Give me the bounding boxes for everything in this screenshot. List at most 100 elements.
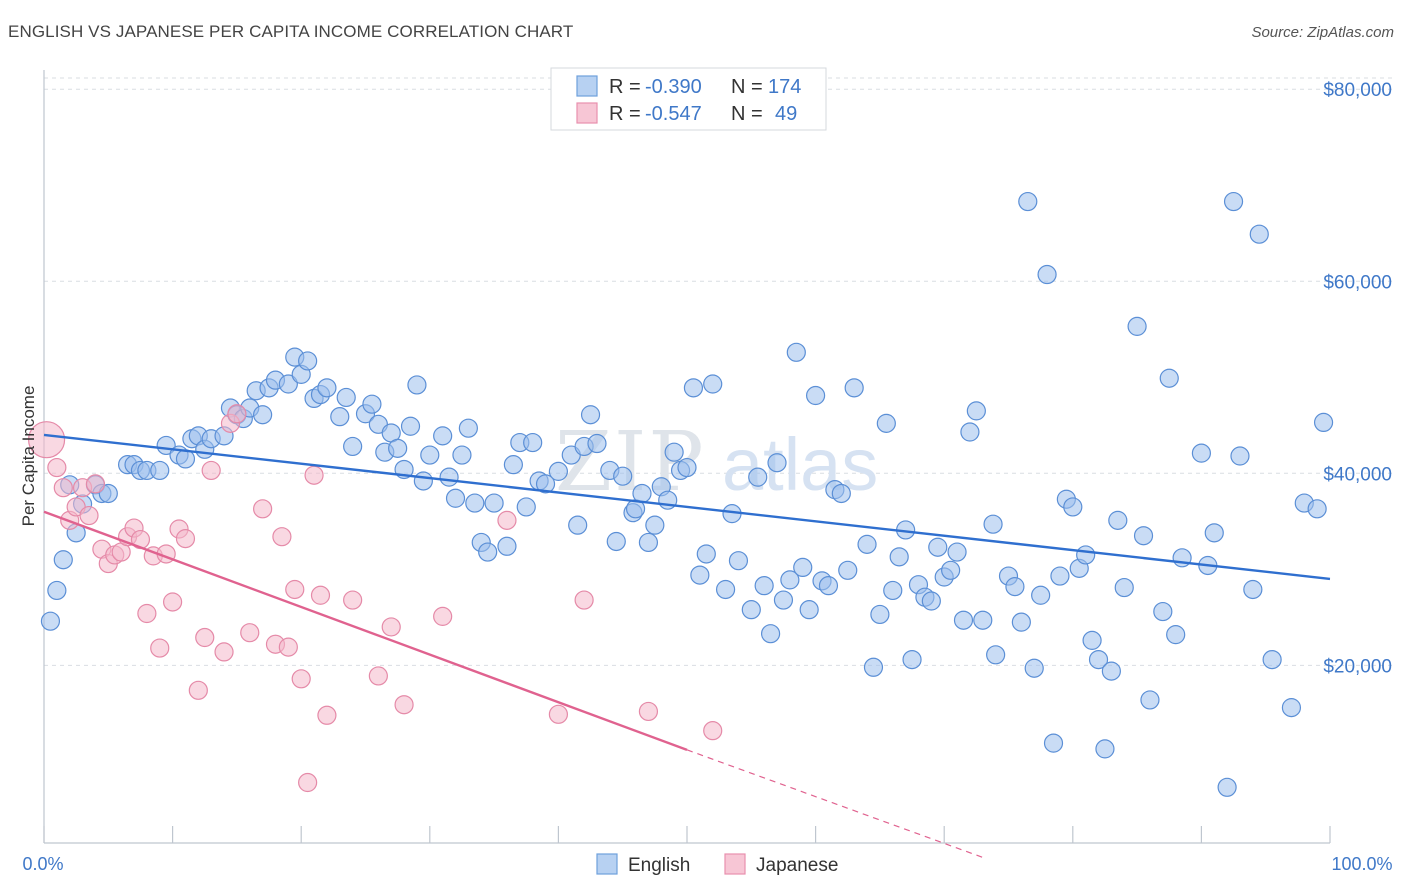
japanese-point: [227, 404, 247, 424]
english-point: [433, 426, 453, 446]
english-point: [452, 445, 472, 465]
english-point: [838, 560, 858, 580]
english-point: [1159, 368, 1179, 388]
english-point: [805, 385, 826, 406]
japanese-point: [285, 579, 305, 600]
watermark-atlas: atlas: [722, 423, 878, 506]
english-point: [1191, 443, 1212, 463]
english-point: [1313, 412, 1334, 433]
english-point: [1127, 316, 1147, 336]
english-point: [1108, 510, 1128, 530]
legend-n-label-1: N =: [731, 76, 763, 98]
japanese-trend-extension: [686, 749, 983, 858]
english-point: [870, 604, 890, 625]
japanese-point: [214, 642, 234, 662]
japanese-point: [574, 590, 594, 610]
japanese-point: [298, 772, 318, 793]
english-point: [748, 467, 768, 487]
english-point: [1043, 733, 1064, 753]
japanese-point: [201, 460, 221, 481]
english-point: [317, 378, 337, 398]
y-tick-label: $40,000: [1323, 464, 1392, 485]
english-point: [568, 515, 588, 535]
english-point: [1230, 446, 1250, 466]
english-point: [799, 600, 819, 620]
japanese-point: [27, 421, 66, 459]
english-point: [767, 453, 787, 473]
english-point: [1095, 739, 1115, 759]
english-point: [458, 418, 478, 438]
english-point: [40, 611, 61, 631]
english-point: [445, 488, 466, 508]
english-point: [1088, 649, 1109, 670]
english-point: [902, 649, 922, 670]
bottom-legend-japanese: Japanese: [756, 855, 838, 876]
english-point: [1153, 601, 1173, 622]
japanese-point: [497, 510, 517, 530]
english-point: [1101, 661, 1121, 681]
english-point: [889, 547, 909, 567]
legend-swatch-english: [576, 75, 598, 97]
english-point: [664, 442, 684, 462]
english-point: [420, 445, 440, 465]
english-point: [1050, 566, 1070, 586]
japanese-point: [47, 457, 67, 478]
english-point: [1037, 264, 1057, 285]
japanese-point: [548, 704, 569, 724]
english-point: [947, 542, 967, 562]
legend-r-label-2: R =: [609, 103, 641, 125]
y-tick-label: $20,000: [1323, 656, 1392, 677]
japanese-point: [310, 585, 331, 605]
english-point: [1243, 579, 1263, 600]
english-points: [40, 191, 1334, 797]
japanese-trend-line: [43, 510, 688, 751]
japanese-point: [368, 666, 388, 686]
english-point: [780, 570, 800, 590]
english-point: [548, 461, 569, 481]
legend: R = -0.390 N = 174 R = -0.547 N = 49: [550, 67, 827, 131]
english-point: [986, 645, 1006, 665]
english-point: [343, 436, 363, 457]
english-point: [1140, 690, 1160, 710]
english-point: [677, 457, 697, 478]
chart-title: ENGLISH VS JAPANESE PER CAPITA INCOME CO…: [8, 22, 574, 41]
japanese-point: [394, 695, 414, 715]
english-point: [1262, 649, 1282, 670]
japanese-point: [433, 606, 453, 626]
english-point: [1011, 612, 1031, 632]
english-point: [362, 394, 382, 414]
english-point: [941, 560, 961, 580]
english-point: [1307, 499, 1327, 519]
english-point: [580, 405, 601, 425]
legend-r-label-1: R =: [609, 76, 641, 98]
english-point: [1204, 523, 1224, 543]
watermark: ZIP atlas: [555, 415, 878, 510]
english-point: [645, 515, 665, 535]
english-point: [1166, 625, 1186, 645]
english-point: [818, 576, 839, 596]
legend-r-value-2: -0.547: [645, 103, 702, 125]
english-point: [754, 576, 774, 596]
english-point: [47, 580, 67, 601]
english-point: [1031, 585, 1051, 605]
english-point: [1076, 545, 1096, 565]
english-point: [831, 483, 851, 504]
gridlines: [44, 77, 1392, 666]
english-point: [253, 405, 273, 425]
japanese-points: [27, 404, 723, 793]
japanese-point: [195, 627, 215, 648]
y-axis-label: Per Capita Income: [19, 386, 38, 527]
y-tick-labels: $20,000 $40,000 $60,000 $80,000: [1323, 80, 1392, 677]
english-point: [632, 483, 652, 504]
japanese-point: [79, 505, 99, 526]
english-point: [793, 557, 813, 578]
english-point: [497, 536, 517, 556]
english-point: [683, 378, 704, 398]
japanese-point: [317, 705, 337, 725]
japanese-point: [240, 623, 260, 643]
english-point: [516, 497, 536, 517]
japanese-point: [304, 465, 324, 485]
english-point: [786, 342, 806, 362]
english-point: [413, 471, 433, 491]
